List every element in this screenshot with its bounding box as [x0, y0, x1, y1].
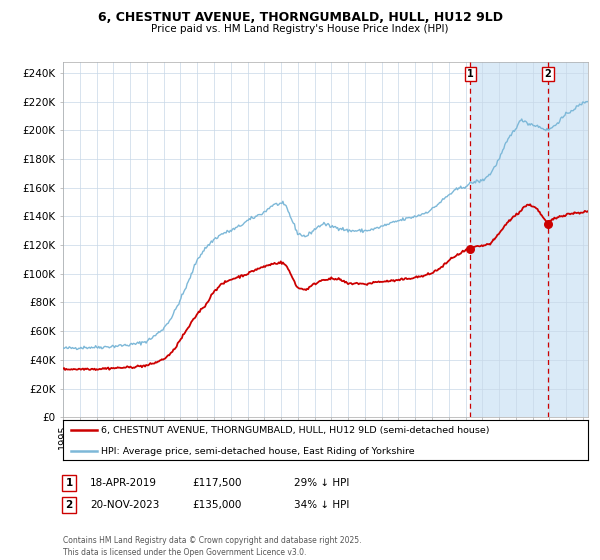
Text: £135,000: £135,000	[192, 500, 241, 510]
Text: 34% ↓ HPI: 34% ↓ HPI	[294, 500, 349, 510]
Text: Contains HM Land Registry data © Crown copyright and database right 2025.
This d: Contains HM Land Registry data © Crown c…	[63, 536, 361, 557]
Text: £117,500: £117,500	[192, 478, 241, 488]
Text: 6, CHESTNUT AVENUE, THORNGUMBALD, HULL, HU12 9LD: 6, CHESTNUT AVENUE, THORNGUMBALD, HULL, …	[97, 11, 503, 24]
Point	[466, 244, 475, 253]
Bar	[470, 62, 588, 417]
Text: 2: 2	[544, 69, 551, 79]
Text: 18-APR-2019: 18-APR-2019	[90, 478, 157, 488]
Text: 1: 1	[65, 478, 73, 488]
Text: 29% ↓ HPI: 29% ↓ HPI	[294, 478, 349, 488]
Text: HPI: Average price, semi-detached house, East Riding of Yorkshire: HPI: Average price, semi-detached house,…	[101, 447, 415, 456]
Text: 2: 2	[65, 500, 73, 510]
Text: Price paid vs. HM Land Registry's House Price Index (HPI): Price paid vs. HM Land Registry's House …	[151, 24, 449, 34]
Text: 1: 1	[467, 69, 474, 79]
Text: 20-NOV-2023: 20-NOV-2023	[90, 500, 160, 510]
Point	[543, 219, 553, 228]
Text: 6, CHESTNUT AVENUE, THORNGUMBALD, HULL, HU12 9LD (semi-detached house): 6, CHESTNUT AVENUE, THORNGUMBALD, HULL, …	[101, 426, 490, 435]
